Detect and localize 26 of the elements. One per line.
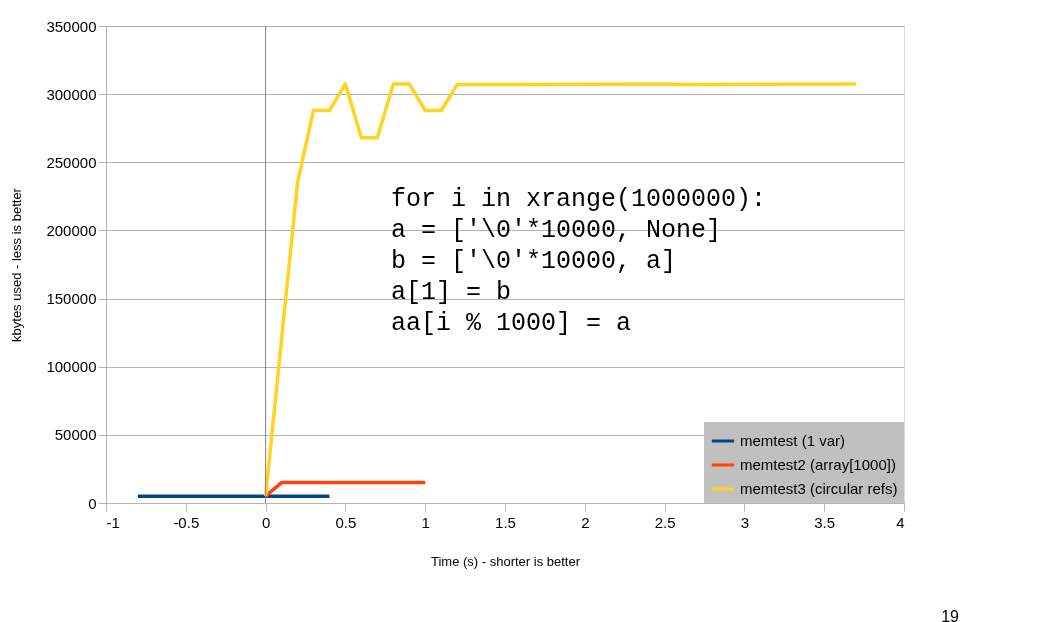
legend-label: memtest (1 var)	[740, 432, 846, 449]
x-tick-label: -0.5	[173, 513, 200, 531]
y-tick-label: 50000	[54, 426, 97, 444]
y-tick-label: 250000	[46, 153, 97, 171]
x-tick-label: 0.5	[335, 513, 357, 531]
y-tick-label: 150000	[46, 290, 97, 308]
annotation: for i in xrange(1000000): a = ['\0'*10000, None] b = ['\0'*10000, a] a[1] = b aa[i % 1000] = a	[391, 185, 767, 338]
x-tick-label: 1	[421, 513, 430, 531]
x-axis-title: Time (s) - shorter is better	[430, 553, 581, 569]
y-tick-label: 200000	[46, 221, 97, 239]
y-tick-label: 0	[88, 494, 97, 512]
x-tick-label: 1.5	[495, 513, 516, 531]
x-tick-label: 3.5	[814, 513, 836, 531]
x-tick-label: 0	[261, 513, 271, 531]
y-tick-label: 300000	[46, 85, 97, 103]
x-tick-label: -1	[106, 513, 120, 531]
x-tick-label: 4	[896, 513, 905, 531]
y-tick-label: 350000	[46, 17, 97, 35]
x-tick-label: 2	[581, 513, 590, 531]
x-tick-label: 3	[740, 513, 750, 531]
legend-label: memtest2 (array[1000])	[740, 456, 896, 473]
legend-label: memtest3 (circular refs)	[740, 480, 898, 497]
x-tick-label: 2.5	[654, 513, 676, 531]
text: 19	[941, 608, 960, 622]
y-axis-title: kbytes used - less is better	[9, 187, 25, 342]
y-tick-label: 100000	[46, 358, 97, 376]
